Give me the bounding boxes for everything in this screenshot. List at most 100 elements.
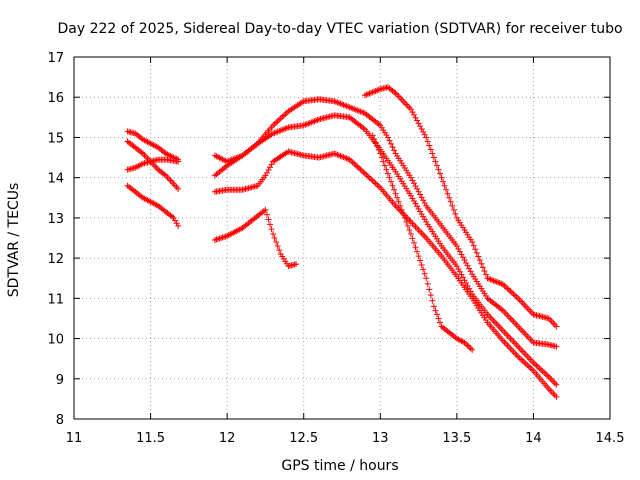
data-point xyxy=(430,154,437,161)
data-point xyxy=(433,311,440,318)
data-point xyxy=(423,134,430,141)
data-point xyxy=(263,211,270,218)
data-point xyxy=(415,120,422,127)
data-point xyxy=(372,139,379,146)
data-point xyxy=(211,237,218,244)
data-point xyxy=(476,257,483,264)
series-arc-a1 xyxy=(124,128,182,163)
data-point xyxy=(409,195,416,202)
data-point xyxy=(429,297,436,304)
data-point xyxy=(421,216,428,223)
data-point xyxy=(519,357,526,364)
data-point xyxy=(365,173,372,180)
data-point xyxy=(541,369,548,376)
data-point xyxy=(380,158,387,165)
data-point xyxy=(469,346,476,353)
data-point xyxy=(403,218,410,225)
x-tick-label: 13.5 xyxy=(442,431,471,446)
data-point xyxy=(553,323,560,330)
data-point xyxy=(421,131,428,138)
data-point xyxy=(371,136,378,143)
data-point xyxy=(528,366,535,373)
data-point xyxy=(432,307,439,314)
data-point xyxy=(360,169,367,176)
data-point xyxy=(430,303,437,310)
series-arc-b4 xyxy=(211,206,300,270)
data-point xyxy=(410,111,417,118)
data-markers xyxy=(124,84,560,400)
data-point xyxy=(531,361,538,368)
data-point xyxy=(433,162,440,169)
data-point xyxy=(418,125,425,132)
data-point xyxy=(368,176,375,183)
data-point xyxy=(386,174,393,181)
data-point xyxy=(466,343,473,350)
data-point xyxy=(435,315,442,322)
y-tick-label: 8 xyxy=(56,413,64,428)
data-point xyxy=(400,210,407,217)
data-point xyxy=(475,253,482,260)
data-point xyxy=(504,285,511,292)
data-point xyxy=(553,381,560,388)
data-point xyxy=(437,319,444,326)
data-point xyxy=(372,180,379,187)
data-point xyxy=(512,292,519,299)
data-point xyxy=(175,158,182,165)
data-point xyxy=(429,150,436,157)
data-point xyxy=(276,116,283,123)
data-point xyxy=(271,235,278,241)
data-point xyxy=(267,164,274,171)
y-axis-label: SDTVAR / TECUs xyxy=(6,183,22,298)
data-point xyxy=(432,158,439,165)
data-point xyxy=(435,166,442,173)
data-point xyxy=(386,137,393,144)
y-tick-label: 16 xyxy=(47,91,64,106)
data-point xyxy=(414,117,421,124)
data-point xyxy=(388,178,395,185)
data-point xyxy=(544,372,551,379)
series-arc-b3 xyxy=(211,148,560,400)
data-point xyxy=(533,362,540,369)
y-tick-label: 12 xyxy=(47,252,64,267)
data-point xyxy=(273,239,280,246)
data-point xyxy=(270,230,277,237)
data-point xyxy=(456,248,463,255)
data-point xyxy=(410,197,417,204)
data-point xyxy=(418,211,425,218)
data-point xyxy=(440,178,447,185)
data-point xyxy=(420,128,427,135)
data-point xyxy=(464,262,471,269)
data-point xyxy=(349,159,356,166)
data-point xyxy=(374,143,381,150)
data-point xyxy=(424,138,431,145)
data-point xyxy=(371,179,378,186)
data-point xyxy=(417,123,424,130)
series-arc-c2 xyxy=(369,132,476,353)
data-point xyxy=(518,356,525,363)
data-point xyxy=(277,115,284,122)
data-point xyxy=(279,113,286,120)
data-point xyxy=(426,286,433,293)
data-point xyxy=(423,275,430,282)
data-point xyxy=(481,267,488,274)
data-point xyxy=(366,174,373,181)
data-point xyxy=(505,286,512,293)
data-point xyxy=(464,282,471,289)
data-point xyxy=(415,205,422,212)
data-point xyxy=(449,202,456,209)
data-point xyxy=(414,248,421,255)
data-point xyxy=(392,190,399,197)
data-point xyxy=(293,261,300,268)
data-point xyxy=(553,393,560,400)
data-point xyxy=(527,364,534,371)
data-point xyxy=(398,206,405,213)
data-point xyxy=(351,160,358,167)
data-point xyxy=(420,213,427,220)
data-point xyxy=(459,254,466,261)
axis-ticks: 11 11.5 12 12.5 13 13.5 14 14.5 8 9 10 11 12 13 14 15 16… xyxy=(47,51,624,446)
data-point xyxy=(421,270,428,277)
data-point xyxy=(354,163,361,170)
data-point xyxy=(407,230,414,237)
y-tick-label: 15 xyxy=(47,131,64,146)
series-arc-b2 xyxy=(211,112,560,388)
